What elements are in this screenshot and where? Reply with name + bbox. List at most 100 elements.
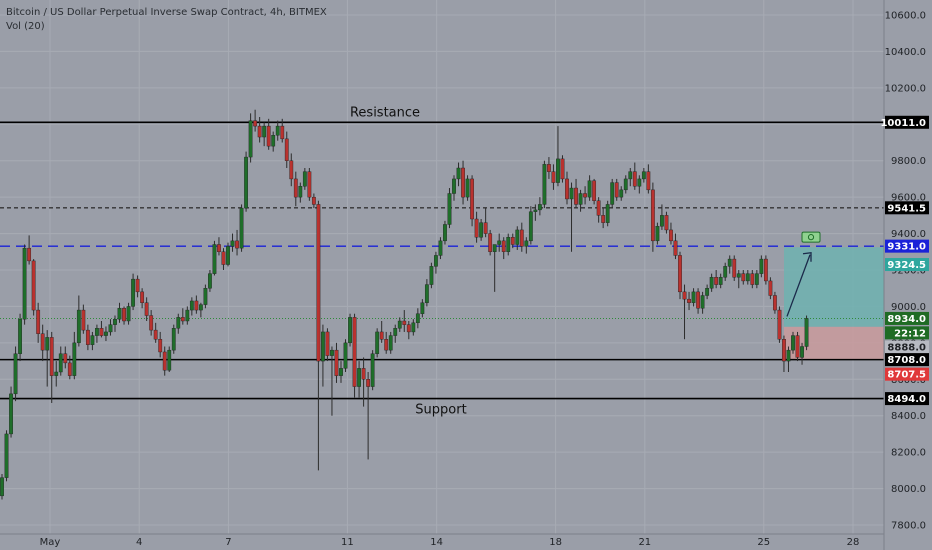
price-badge-label: 9541.5: [887, 203, 926, 214]
candle-body-down: [583, 193, 587, 198]
profit-zone[interactable]: [784, 247, 884, 327]
candle-body-up: [131, 278, 135, 307]
candle-body-down: [488, 233, 493, 252]
candle: [131, 273, 135, 311]
price-badge[interactable]: 8934.0: [885, 311, 929, 325]
candle: [0, 474, 4, 500]
candle: [506, 233, 511, 256]
price-badge[interactable]: 22:12: [885, 326, 929, 340]
candle: [144, 297, 149, 321]
y-tick-label: 9600.0: [891, 193, 926, 204]
candle: [678, 251, 682, 300]
candle: [194, 295, 199, 314]
candle: [492, 244, 497, 292]
candle: [443, 220, 447, 245]
candle-body-up: [587, 180, 592, 198]
price-badge[interactable]: 9324.5: [885, 258, 929, 272]
candle: [248, 113, 253, 163]
candle-body-down: [180, 317, 185, 322]
candle-body-up: [117, 308, 122, 320]
price-badge-label: 9331.0: [887, 242, 926, 253]
x-tick-label: 18: [549, 537, 562, 548]
candle: [198, 302, 203, 318]
price-badge[interactable]: 8708.0: [885, 353, 929, 367]
candle-body-up: [339, 368, 343, 376]
time-axis-background[interactable]: [0, 534, 884, 550]
price-badge[interactable]: 8707.5: [885, 367, 929, 381]
candle-body-up: [108, 324, 113, 333]
price-badge-label: 8494.0: [887, 394, 926, 405]
candle: [605, 200, 610, 227]
candle: [126, 302, 131, 325]
candle-body-up: [104, 331, 108, 336]
price-badge[interactable]: 10011.0: [880, 115, 929, 129]
candle: [357, 361, 361, 398]
legend: Bitcoin / US Dollar Perpetual Inverse Sw…: [6, 7, 327, 32]
candle: [569, 182, 574, 252]
candle: [122, 306, 126, 325]
candle-body-up: [212, 244, 217, 274]
grid-layer: [0, 0, 884, 534]
candle-body-down: [732, 258, 737, 278]
candle: [542, 160, 547, 209]
candle: [180, 308, 185, 325]
candle-body-down: [325, 331, 330, 356]
candle-body-down: [311, 196, 316, 205]
candle: [583, 186, 587, 205]
candle: [515, 226, 520, 250]
candle-body-up: [275, 125, 280, 136]
candle-body-up: [736, 273, 741, 278]
candle: [696, 288, 700, 314]
price-badge[interactable]: 8888.0: [885, 340, 929, 354]
price-badge-label: 8708.0: [887, 355, 926, 366]
candle: [424, 279, 429, 307]
candle: [226, 242, 230, 267]
price-badges: 10011.0 9541.5 9331.0 9324.5 8934.0 22:12 8888…: [880, 115, 929, 406]
candle-body-up: [357, 368, 361, 387]
candle-body-down: [560, 158, 565, 180]
price-axis-background[interactable]: [884, 0, 932, 550]
legend-volume: Vol (20): [6, 21, 45, 32]
candle-body-down: [565, 178, 569, 200]
price-badge[interactable]: 8494.0: [885, 392, 929, 406]
candle: [135, 275, 140, 298]
candle: [461, 160, 465, 205]
legend-title: Bitcoin / US Dollar Perpetual Inverse Sw…: [6, 7, 327, 18]
candle-body-down: [280, 125, 285, 140]
candle: [804, 315, 809, 351]
candle-body-down: [632, 171, 637, 187]
candle-body-down: [650, 189, 655, 242]
price-badge[interactable]: 9331.0: [885, 239, 929, 253]
candle: [641, 168, 646, 183]
y-tick-label: 7800.0: [891, 521, 926, 532]
x-tick-label: 11: [341, 537, 354, 548]
candle-body-up: [492, 244, 497, 252]
candle: [736, 270, 741, 289]
candle: [162, 346, 167, 376]
candle: [497, 233, 502, 252]
candle-body-up: [126, 306, 131, 322]
candle-body-up: [786, 349, 791, 362]
candle: [687, 291, 691, 311]
candle-body-up: [452, 178, 456, 194]
candle: [58, 346, 63, 376]
candle-body-down: [140, 291, 145, 303]
candle-body-up: [759, 258, 764, 274]
candle-body-up: [542, 164, 547, 205]
candle-body-down: [366, 379, 371, 387]
candle: [45, 330, 50, 387]
candle-body-up: [411, 322, 416, 333]
candle-body-up: [198, 304, 203, 311]
candle: [266, 118, 271, 150]
candle-body-up: [528, 211, 533, 242]
cash-icon: [801, 231, 821, 243]
candle: [415, 308, 420, 329]
candle: [528, 206, 533, 245]
candle: [578, 189, 583, 212]
price-badge[interactable]: 9541.5: [885, 201, 929, 215]
candle-body-down: [782, 339, 786, 362]
candle-body-down: [592, 180, 597, 201]
candle-body-up: [524, 240, 529, 247]
candle: [63, 346, 68, 369]
